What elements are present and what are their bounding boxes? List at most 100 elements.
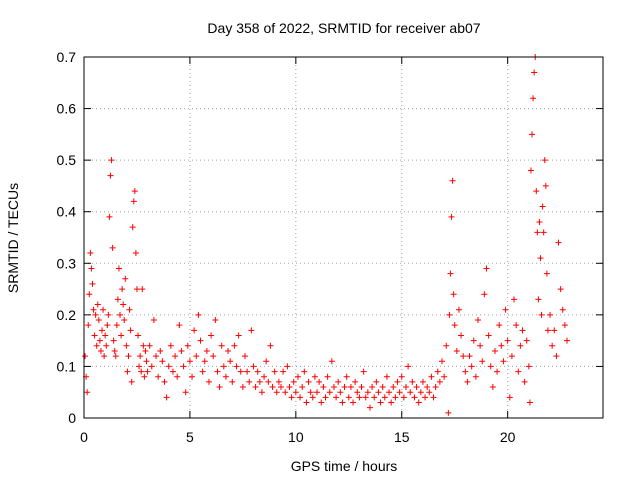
data-point — [275, 378, 282, 385]
data-point — [227, 358, 234, 365]
data-point — [115, 265, 122, 272]
data-point — [122, 275, 129, 282]
data-point — [407, 389, 414, 396]
data-point — [133, 286, 140, 293]
data-point — [131, 188, 138, 195]
data-point — [161, 378, 168, 385]
data-point — [314, 389, 321, 396]
data-point — [527, 167, 534, 174]
data-point — [231, 342, 238, 349]
data-point — [551, 327, 558, 334]
data-point — [93, 342, 100, 349]
data-point — [381, 394, 388, 401]
data-point — [94, 301, 101, 308]
data-point — [128, 378, 135, 385]
data-point — [282, 389, 289, 396]
data-point — [494, 368, 501, 375]
data-point — [96, 337, 103, 344]
data-point — [316, 378, 323, 385]
data-point — [91, 332, 98, 339]
data-point — [86, 291, 93, 298]
data-point — [547, 311, 554, 318]
data-point — [239, 384, 246, 391]
data-point — [150, 317, 157, 324]
data-point — [294, 373, 301, 380]
data-point — [339, 399, 346, 406]
data-point — [525, 363, 532, 370]
data-point — [124, 368, 131, 375]
data-point — [441, 373, 448, 380]
data-point — [436, 378, 443, 385]
data-point — [396, 389, 403, 396]
data-point — [301, 368, 308, 375]
data-point — [248, 327, 255, 334]
y-tick-label: 0.2 — [57, 307, 77, 323]
data-point — [422, 394, 429, 401]
data-point — [241, 353, 248, 360]
data-point — [127, 327, 134, 334]
data-point — [143, 358, 150, 365]
data-point — [299, 384, 306, 391]
data-point — [539, 203, 546, 210]
data-point — [138, 368, 145, 375]
data-point — [216, 384, 223, 391]
data-point — [502, 306, 509, 313]
x-tick-label: 15 — [394, 429, 410, 445]
data-point — [534, 229, 541, 236]
data-point — [383, 373, 390, 380]
data-point — [121, 317, 128, 324]
y-tick-label: 0.6 — [57, 101, 77, 117]
data-point — [464, 378, 471, 385]
data-point — [218, 342, 225, 349]
data-point — [400, 394, 407, 401]
data-point — [176, 322, 183, 329]
data-point — [328, 358, 335, 365]
y-tick-label: 0 — [68, 410, 76, 426]
data-point — [261, 373, 268, 380]
x-tick-label: 20 — [500, 429, 516, 445]
data-point — [106, 213, 113, 220]
data-point — [167, 342, 174, 349]
data-point — [553, 353, 560, 360]
data-point — [559, 306, 566, 313]
data-point — [303, 399, 310, 406]
data-point — [220, 363, 227, 370]
data-point — [84, 389, 91, 396]
data-point — [191, 327, 198, 334]
data-point — [263, 358, 270, 365]
data-point — [273, 389, 280, 396]
data-point — [409, 378, 416, 385]
data-point — [405, 363, 412, 370]
data-point — [392, 394, 399, 401]
data-point — [169, 368, 176, 375]
data-point — [543, 270, 550, 277]
data-point — [377, 399, 384, 406]
data-point — [504, 337, 511, 344]
data-point — [118, 332, 125, 339]
data-point — [159, 358, 166, 365]
data-point — [140, 342, 147, 349]
data-point — [491, 347, 498, 354]
data-point — [513, 322, 520, 329]
data-point — [222, 373, 229, 380]
data-point — [197, 337, 204, 344]
data-point — [369, 384, 376, 391]
data-point — [489, 384, 496, 391]
data-point — [544, 327, 551, 334]
data-point — [254, 368, 261, 375]
data-point — [434, 368, 441, 375]
data-point — [379, 384, 386, 391]
data-point — [356, 394, 363, 401]
data-point — [265, 378, 272, 385]
data-point — [139, 286, 146, 293]
data-point — [307, 389, 314, 396]
data-point — [165, 363, 172, 370]
data-point — [555, 239, 562, 246]
data-point — [322, 394, 329, 401]
data-point — [345, 394, 352, 401]
data-point — [89, 280, 96, 287]
data-point — [448, 213, 455, 220]
data-point — [419, 378, 426, 385]
data-point — [123, 342, 130, 349]
data-point — [142, 347, 149, 354]
